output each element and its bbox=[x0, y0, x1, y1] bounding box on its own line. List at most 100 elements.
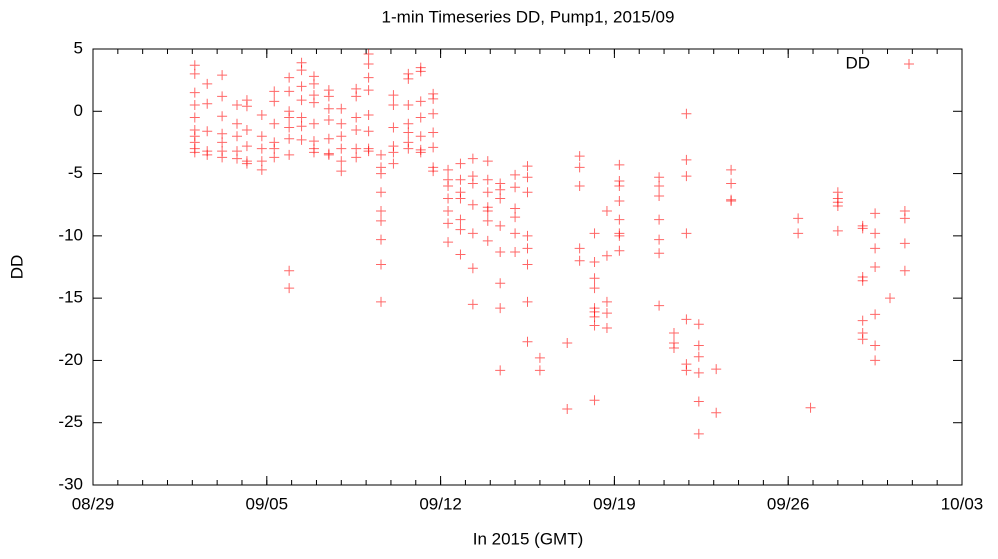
point bbox=[284, 86, 295, 97]
point bbox=[232, 100, 243, 111]
point bbox=[308, 97, 319, 108]
point bbox=[217, 137, 228, 148]
point bbox=[522, 259, 533, 270]
point bbox=[296, 95, 307, 106]
point bbox=[323, 115, 334, 126]
point bbox=[467, 199, 478, 210]
point bbox=[455, 249, 466, 260]
point bbox=[189, 60, 200, 71]
point bbox=[296, 121, 307, 132]
point bbox=[455, 158, 466, 169]
point bbox=[574, 162, 585, 173]
point bbox=[654, 172, 665, 183]
y-tick-label: -25 bbox=[58, 412, 83, 431]
point bbox=[614, 159, 625, 170]
point bbox=[711, 364, 722, 375]
point bbox=[415, 147, 426, 158]
point bbox=[308, 118, 319, 129]
point bbox=[711, 407, 722, 418]
point bbox=[601, 205, 612, 216]
point bbox=[296, 112, 307, 123]
y-tick-label: 0 bbox=[74, 101, 83, 120]
point bbox=[403, 118, 414, 129]
point bbox=[726, 195, 737, 206]
point bbox=[232, 131, 243, 142]
point bbox=[232, 153, 243, 164]
point bbox=[482, 187, 493, 198]
point bbox=[455, 193, 466, 204]
point bbox=[241, 141, 252, 152]
legend-label: DD bbox=[845, 53, 870, 72]
point bbox=[256, 131, 267, 142]
point bbox=[482, 156, 493, 167]
point bbox=[482, 235, 493, 246]
point bbox=[522, 336, 533, 347]
point bbox=[693, 396, 704, 407]
point bbox=[443, 181, 454, 192]
point bbox=[296, 65, 307, 76]
point bbox=[217, 128, 228, 139]
point bbox=[323, 149, 334, 160]
point bbox=[870, 228, 881, 239]
point bbox=[308, 147, 319, 158]
point bbox=[870, 355, 881, 366]
point bbox=[363, 58, 374, 69]
x-tick-label: 09/05 bbox=[246, 494, 289, 513]
point bbox=[443, 205, 454, 216]
point bbox=[467, 228, 478, 239]
point bbox=[467, 153, 478, 164]
point bbox=[351, 143, 362, 154]
point bbox=[614, 195, 625, 206]
point bbox=[467, 299, 478, 310]
point bbox=[495, 278, 506, 289]
point bbox=[693, 351, 704, 362]
point bbox=[589, 257, 600, 268]
point bbox=[522, 172, 533, 183]
point bbox=[428, 127, 439, 138]
point bbox=[202, 98, 213, 109]
point bbox=[574, 243, 585, 254]
point bbox=[693, 340, 704, 351]
point bbox=[681, 108, 692, 119]
point bbox=[654, 300, 665, 311]
point bbox=[428, 93, 439, 104]
point bbox=[601, 296, 612, 307]
point bbox=[899, 238, 910, 249]
point bbox=[589, 395, 600, 406]
point bbox=[256, 156, 267, 167]
point bbox=[726, 178, 737, 189]
point bbox=[403, 100, 414, 111]
point bbox=[482, 215, 493, 226]
point bbox=[482, 174, 493, 185]
point bbox=[217, 152, 228, 163]
point bbox=[693, 428, 704, 439]
point bbox=[870, 208, 881, 219]
point bbox=[376, 234, 387, 245]
point bbox=[189, 100, 200, 111]
y-tick-label: -10 bbox=[58, 225, 83, 244]
point bbox=[189, 68, 200, 79]
point bbox=[614, 245, 625, 256]
point bbox=[363, 146, 374, 157]
point bbox=[256, 164, 267, 175]
point bbox=[870, 340, 881, 351]
point bbox=[336, 166, 347, 177]
point bbox=[455, 214, 466, 225]
point bbox=[363, 48, 374, 59]
point bbox=[363, 126, 374, 137]
point bbox=[363, 72, 374, 83]
point bbox=[793, 228, 804, 239]
plot-frame bbox=[92, 48, 963, 486]
point bbox=[415, 131, 426, 142]
y-tick-label: -5 bbox=[68, 163, 83, 182]
point bbox=[589, 283, 600, 294]
y-tick-label: -30 bbox=[58, 474, 83, 493]
point bbox=[415, 112, 426, 123]
point bbox=[428, 108, 439, 119]
point bbox=[884, 293, 895, 304]
y-axis-label: DD bbox=[7, 255, 26, 280]
point bbox=[589, 228, 600, 239]
point bbox=[522, 296, 533, 307]
x-tick-label: 09/19 bbox=[593, 494, 636, 513]
y-tick-label: -20 bbox=[58, 350, 83, 369]
